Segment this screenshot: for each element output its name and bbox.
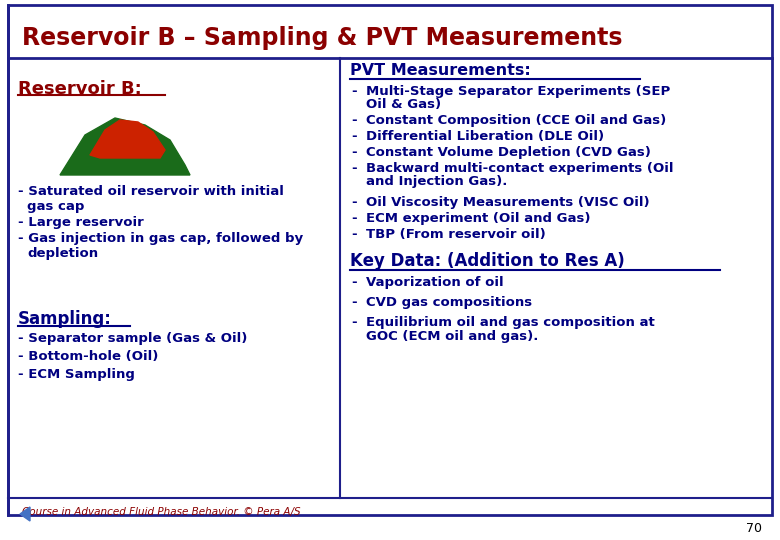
Text: Course in Advanced Fluid Phase Behavior. © Pera A/S: Course in Advanced Fluid Phase Behavior.… — [22, 507, 300, 517]
Text: depletion: depletion — [27, 247, 98, 260]
Text: Backward multi-contact experiments (Oil: Backward multi-contact experiments (Oil — [366, 162, 673, 175]
Text: PVT Measurements:: PVT Measurements: — [350, 63, 530, 78]
Text: GOC (ECM oil and gas).: GOC (ECM oil and gas). — [366, 330, 538, 343]
Text: -: - — [352, 228, 362, 241]
Text: - Separator sample (Gas & Oil): - Separator sample (Gas & Oil) — [18, 332, 247, 345]
Polygon shape — [90, 120, 165, 158]
Text: Sampling:: Sampling: — [18, 310, 112, 328]
Polygon shape — [60, 118, 190, 175]
Text: 70: 70 — [746, 522, 762, 535]
Text: Constant Volume Depletion (CVD Gas): Constant Volume Depletion (CVD Gas) — [366, 146, 651, 159]
Text: Key Data: (Addition to Res A): Key Data: (Addition to Res A) — [350, 252, 625, 270]
Text: -: - — [352, 276, 362, 289]
Text: -: - — [352, 212, 362, 225]
Text: - Bottom-hole (Oil): - Bottom-hole (Oil) — [18, 350, 158, 363]
Text: -: - — [352, 316, 362, 329]
Text: Oil Viscosity Measurements (VISC Oil): Oil Viscosity Measurements (VISC Oil) — [366, 196, 650, 209]
Polygon shape — [20, 507, 30, 521]
Text: Constant Composition (CCE Oil and Gas): Constant Composition (CCE Oil and Gas) — [366, 114, 666, 127]
Text: -: - — [352, 114, 362, 127]
Text: Oil & Gas): Oil & Gas) — [366, 98, 441, 111]
Text: -: - — [352, 146, 362, 159]
Text: Vaporization of oil: Vaporization of oil — [366, 276, 504, 289]
Text: ECM experiment (Oil and Gas): ECM experiment (Oil and Gas) — [366, 212, 590, 225]
Text: -: - — [352, 130, 362, 143]
Text: - Saturated oil reservoir with initial: - Saturated oil reservoir with initial — [18, 185, 284, 198]
Text: - ECM Sampling: - ECM Sampling — [18, 368, 135, 381]
Text: gas cap: gas cap — [27, 200, 84, 213]
Text: TBP (From reservoir oil): TBP (From reservoir oil) — [366, 228, 546, 241]
Text: - Gas injection in gas cap, followed by: - Gas injection in gas cap, followed by — [18, 232, 303, 245]
Text: Differential Liberation (DLE Oil): Differential Liberation (DLE Oil) — [366, 130, 604, 143]
Text: Reservoir B:: Reservoir B: — [18, 80, 142, 98]
Text: -: - — [352, 196, 362, 209]
Text: Multi-Stage Separator Experiments (SEP: Multi-Stage Separator Experiments (SEP — [366, 85, 670, 98]
Text: CVD gas compositions: CVD gas compositions — [366, 296, 532, 309]
Text: Equilibrium oil and gas composition at: Equilibrium oil and gas composition at — [366, 316, 654, 329]
Text: -: - — [352, 85, 362, 98]
Text: and Injection Gas).: and Injection Gas). — [366, 175, 507, 188]
Text: -: - — [352, 162, 362, 175]
Text: Reservoir B – Sampling & PVT Measurements: Reservoir B – Sampling & PVT Measurement… — [22, 26, 622, 50]
Text: - Large reservoir: - Large reservoir — [18, 216, 144, 229]
Text: -: - — [352, 296, 362, 309]
